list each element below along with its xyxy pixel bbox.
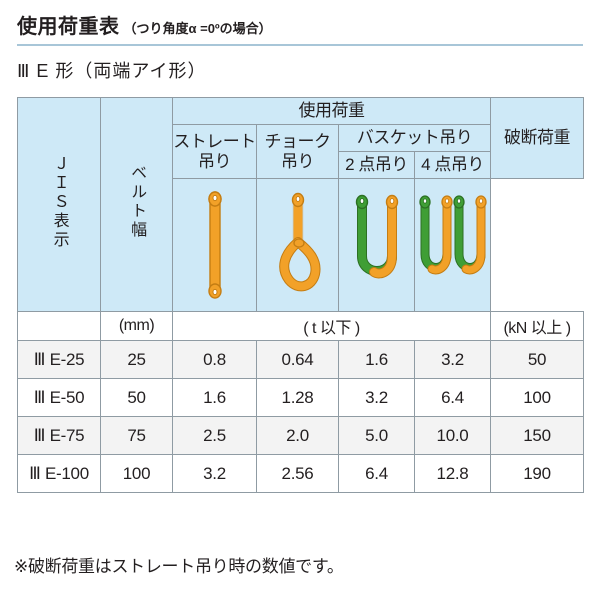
header-row-types: ストレート 吊り チョーク 吊り バスケット吊り	[18, 124, 584, 179]
cell-basket-4point: 10.0	[414, 416, 491, 455]
cell-choke: 2.56	[256, 454, 339, 493]
cell-choke: 1.28	[256, 378, 339, 417]
unit-jis	[17, 311, 101, 341]
table-row: Ⅲ E-100 100 3.2 2.56 6.4 12.8 190	[17, 454, 584, 493]
illustration-cell-straight	[172, 178, 257, 312]
title-row: 使用荷重表 （つり角度α =0ºの場合）	[17, 10, 583, 39]
table-row: Ⅲ E-75 75 2.5 2.0 5.0 10.0 150	[17, 416, 584, 455]
col-header-jis-label: ＪＩＳ表示	[50, 154, 68, 250]
unit-working-load: ( t 以下 )	[172, 311, 491, 341]
cell-belt-width: 75	[100, 416, 173, 455]
cell-jis: Ⅲ E-50	[17, 378, 101, 417]
cell-jis: Ⅲ E-25	[17, 340, 101, 379]
group-header-basket: バスケット吊り	[338, 124, 491, 152]
cell-straight: 1.6	[172, 378, 257, 417]
page-title-note: （つり角度α =0ºの場合）	[123, 21, 272, 36]
cell-basket-4point: 12.8	[414, 454, 491, 493]
page-title: 使用荷重表	[17, 16, 120, 38]
unit-belt-width: (mm)	[100, 311, 173, 341]
header-row-group: ＪＩＳ表示 ベルト幅 使用荷重 破断荷重	[17, 97, 584, 312]
unit-breaking-load: (kN 以上 )	[490, 311, 584, 341]
illustration-cell-choke	[256, 178, 339, 312]
col-header-belt-width: ベルト幅	[100, 97, 173, 312]
cell-belt-width: 25	[100, 340, 173, 379]
cell-breaking-load: 150	[490, 416, 584, 455]
cell-basket-2point: 6.4	[338, 454, 415, 493]
cell-jis: Ⅲ E-100	[17, 454, 101, 493]
illustration-cell-basket-2point	[338, 178, 415, 312]
working-load-table: ＪＩＳ表示 ベルト幅 使用荷重 破断荷重 ストレート 吊り チョーク 吊り バス…	[17, 97, 584, 493]
cell-straight: 3.2	[172, 454, 257, 493]
cell-basket-2point: 1.6	[338, 340, 415, 379]
col-header-breaking-load: 破断荷重	[490, 97, 584, 179]
cell-basket-4point: 6.4	[414, 378, 491, 417]
cell-basket-4point: 3.2	[414, 340, 491, 379]
cell-choke: 0.64	[256, 340, 339, 379]
cell-basket-2point: 5.0	[338, 416, 415, 455]
header-row-basket-points: 2 点吊り 4 点吊り	[18, 151, 584, 179]
col-header-choke-line2: 吊り	[281, 151, 315, 171]
illustration-cell-basket-4point	[414, 178, 491, 312]
col-header-breaking-load-label: 破断荷重	[504, 128, 571, 147]
col-header-jis: ＪＩＳ表示	[17, 97, 101, 312]
cell-straight: 2.5	[172, 416, 257, 455]
col-header-choke: チョーク 吊り	[256, 124, 339, 179]
units-row: (mm) ( t 以下 ) (kN 以上 )	[17, 311, 584, 341]
group-header-working-load: 使用荷重	[172, 97, 491, 125]
cell-belt-width: 100	[100, 454, 173, 493]
col-header-straight-line1: ストレート	[173, 132, 256, 152]
cell-jis: Ⅲ E-75	[17, 416, 101, 455]
table-row: Ⅲ E-50 50 1.6 1.28 3.2 6.4 100	[17, 378, 584, 417]
cell-choke: 2.0	[256, 416, 339, 455]
basket-2point-sling-icon	[355, 194, 398, 279]
col-header-choke-line1: チョーク	[264, 132, 332, 152]
table-row: Ⅲ E-25 25 0.8 0.64 1.6 3.2 50	[17, 340, 584, 379]
choke-sling-icon	[278, 192, 321, 292]
col-header-basket-2point: 2 点吊り	[338, 151, 415, 179]
col-header-belt-width-label: ベルト幅	[128, 164, 146, 240]
title-block: 使用荷重表 （つり角度α =0ºの場合）	[17, 10, 583, 46]
straight-sling-icon	[207, 191, 222, 299]
title-divider	[17, 44, 583, 46]
section-subtitle: Ⅲ E 形（両端アイ形）	[17, 61, 207, 81]
cell-breaking-load: 100	[490, 378, 584, 417]
cell-basket-2point: 3.2	[338, 378, 415, 417]
cell-breaking-load: 190	[490, 454, 584, 493]
col-header-straight-line2: 吊り	[198, 151, 232, 171]
cell-straight: 0.8	[172, 340, 257, 379]
col-header-straight: ストレート 吊り	[172, 124, 257, 179]
header-row-illustrations	[18, 178, 584, 312]
cell-breaking-load: 50	[490, 340, 584, 379]
basket-4point-sling-icon	[418, 195, 487, 275]
table-footnote: ※破断荷重はストレート吊り時の数値です。	[14, 557, 344, 576]
col-header-basket-4point: 4 点吊り	[414, 151, 491, 179]
cell-belt-width: 50	[100, 378, 173, 417]
